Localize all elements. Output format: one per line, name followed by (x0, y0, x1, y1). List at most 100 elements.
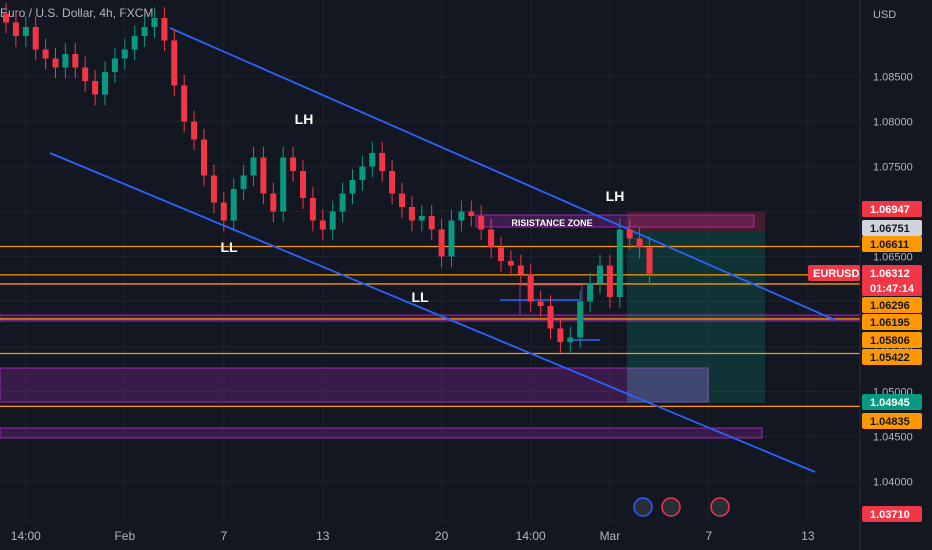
swing-label: LH (295, 111, 314, 127)
candle[interactable] (399, 193, 405, 208)
candle[interactable] (547, 306, 554, 329)
candle[interactable] (626, 229, 633, 239)
candle[interactable] (121, 49, 128, 59)
candle[interactable] (379, 153, 386, 171)
support-zone (0, 367, 709, 403)
candle[interactable] (210, 175, 217, 203)
candle[interactable] (240, 175, 247, 190)
candle[interactable] (448, 220, 455, 257)
swing-label: LL (411, 289, 429, 305)
support-zone (0, 427, 763, 439)
candle[interactable] (22, 27, 29, 36)
candle[interactable] (191, 121, 198, 140)
candle[interactable] (72, 54, 79, 68)
candle[interactable] (359, 166, 366, 181)
candle[interactable] (339, 193, 346, 212)
candle[interactable] (498, 247, 504, 262)
time-tick-label: 13 (316, 529, 330, 543)
channel-upper-line[interactable] (169, 27, 836, 321)
price-label-box (862, 349, 922, 365)
price-label: 1.04945 (870, 397, 910, 409)
candle[interactable] (290, 157, 297, 172)
candle[interactable] (171, 40, 178, 86)
price-label-box (862, 314, 922, 330)
candle[interactable] (349, 180, 356, 194)
candle[interactable] (517, 265, 524, 275)
candle[interactable] (428, 216, 435, 230)
candle[interactable] (131, 36, 138, 50)
price-label-box (862, 413, 922, 429)
candle[interactable] (250, 157, 257, 176)
candle[interactable] (567, 337, 574, 343)
candle[interactable] (52, 58, 59, 68)
price-label: 1.06296 (870, 300, 910, 312)
candle[interactable] (102, 72, 108, 95)
event-flag-icon[interactable] (710, 497, 730, 517)
price-label-box (862, 332, 922, 348)
candle[interactable] (201, 139, 207, 176)
candle[interactable] (92, 81, 99, 95)
time-tick-label: Mar (600, 529, 621, 543)
price-tick-label: 1.08500 (873, 72, 913, 84)
candle[interactable] (260, 157, 267, 194)
candle[interactable] (408, 207, 415, 221)
price-tick-label: 1.06500 (873, 252, 913, 264)
candle[interactable] (329, 211, 336, 230)
time-tick-label: 20 (435, 529, 449, 543)
candle[interactable] (488, 229, 495, 248)
event-flag-icon[interactable] (633, 497, 653, 517)
candle[interactable] (577, 301, 584, 338)
candle[interactable] (587, 283, 594, 302)
candle[interactable] (309, 198, 316, 221)
candle[interactable] (646, 247, 653, 274)
candle[interactable] (82, 67, 89, 82)
price-label: 1.05422 (870, 352, 910, 364)
candle[interactable] (389, 171, 396, 194)
price-label: 01:47:14 (870, 283, 915, 295)
candle[interactable] (42, 49, 49, 59)
price-tick-label: 1.07500 (873, 162, 913, 174)
event-flag-icon[interactable] (661, 497, 681, 517)
candle[interactable] (636, 238, 643, 248)
candle[interactable] (458, 211, 465, 221)
price-label: 1.04835 (870, 416, 910, 428)
candle[interactable] (418, 216, 425, 221)
time-tick-label: 13 (801, 529, 815, 543)
candle[interactable] (32, 27, 39, 50)
candle[interactable] (369, 153, 376, 167)
candle[interactable] (111, 58, 118, 73)
candle[interactable] (438, 229, 445, 257)
candle[interactable] (230, 189, 237, 221)
price-label: 1.03710 (870, 509, 910, 521)
candle[interactable] (319, 220, 326, 230)
price-label: 1.06751 (870, 223, 910, 235)
candle[interactable] (616, 229, 623, 298)
candle[interactable] (606, 265, 613, 298)
candle[interactable] (3, 13, 9, 23)
price-label: 1.06611 (870, 239, 909, 251)
price-label-box (862, 201, 922, 217)
candle[interactable] (161, 18, 168, 41)
price-tick-label: 1.04500 (873, 432, 913, 444)
candle[interactable] (557, 328, 564, 343)
candle[interactable] (280, 157, 287, 212)
candle[interactable] (537, 301, 544, 307)
channel-lower-line[interactable] (49, 152, 816, 473)
price-tick-label: 1.08000 (873, 117, 913, 129)
candle[interactable] (507, 261, 514, 266)
candle[interactable] (151, 18, 158, 27)
candle[interactable] (141, 27, 148, 36)
candle[interactable] (527, 274, 534, 302)
candle[interactable] (12, 22, 19, 37)
candle[interactable] (62, 54, 69, 68)
candle[interactable] (478, 216, 485, 230)
candle[interactable] (597, 265, 603, 284)
candle[interactable] (300, 171, 306, 198)
candle[interactable] (270, 193, 277, 212)
candle[interactable] (220, 202, 227, 221)
candle[interactable] (468, 211, 475, 217)
time-tick-label: 7 (220, 529, 227, 543)
stop-area (627, 212, 765, 231)
candle[interactable] (181, 85, 188, 122)
